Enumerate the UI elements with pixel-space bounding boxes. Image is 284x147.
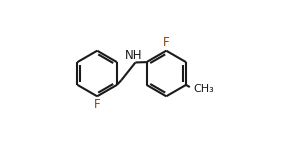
Text: CH₃: CH₃	[193, 83, 214, 94]
Text: NH: NH	[125, 49, 142, 62]
Text: F: F	[94, 98, 101, 111]
Text: F: F	[163, 36, 170, 49]
